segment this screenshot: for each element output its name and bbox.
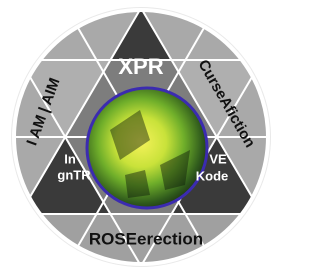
label-bottom: ROSEerection bbox=[89, 229, 203, 248]
page: XPR CurseAfiction I AM | AIM ROSEerectio… bbox=[0, 0, 320, 270]
label-left-inner-2: gnTR bbox=[57, 167, 91, 182]
label-right-inner-2: Kode bbox=[196, 168, 229, 183]
label-right-inner-1: VE bbox=[209, 151, 227, 166]
label-left-inner-1: In bbox=[64, 151, 76, 166]
logo: XPR CurseAfiction I AM | AIM ROSEerectio… bbox=[0, 0, 282, 270]
label-top: XPR bbox=[118, 54, 163, 79]
